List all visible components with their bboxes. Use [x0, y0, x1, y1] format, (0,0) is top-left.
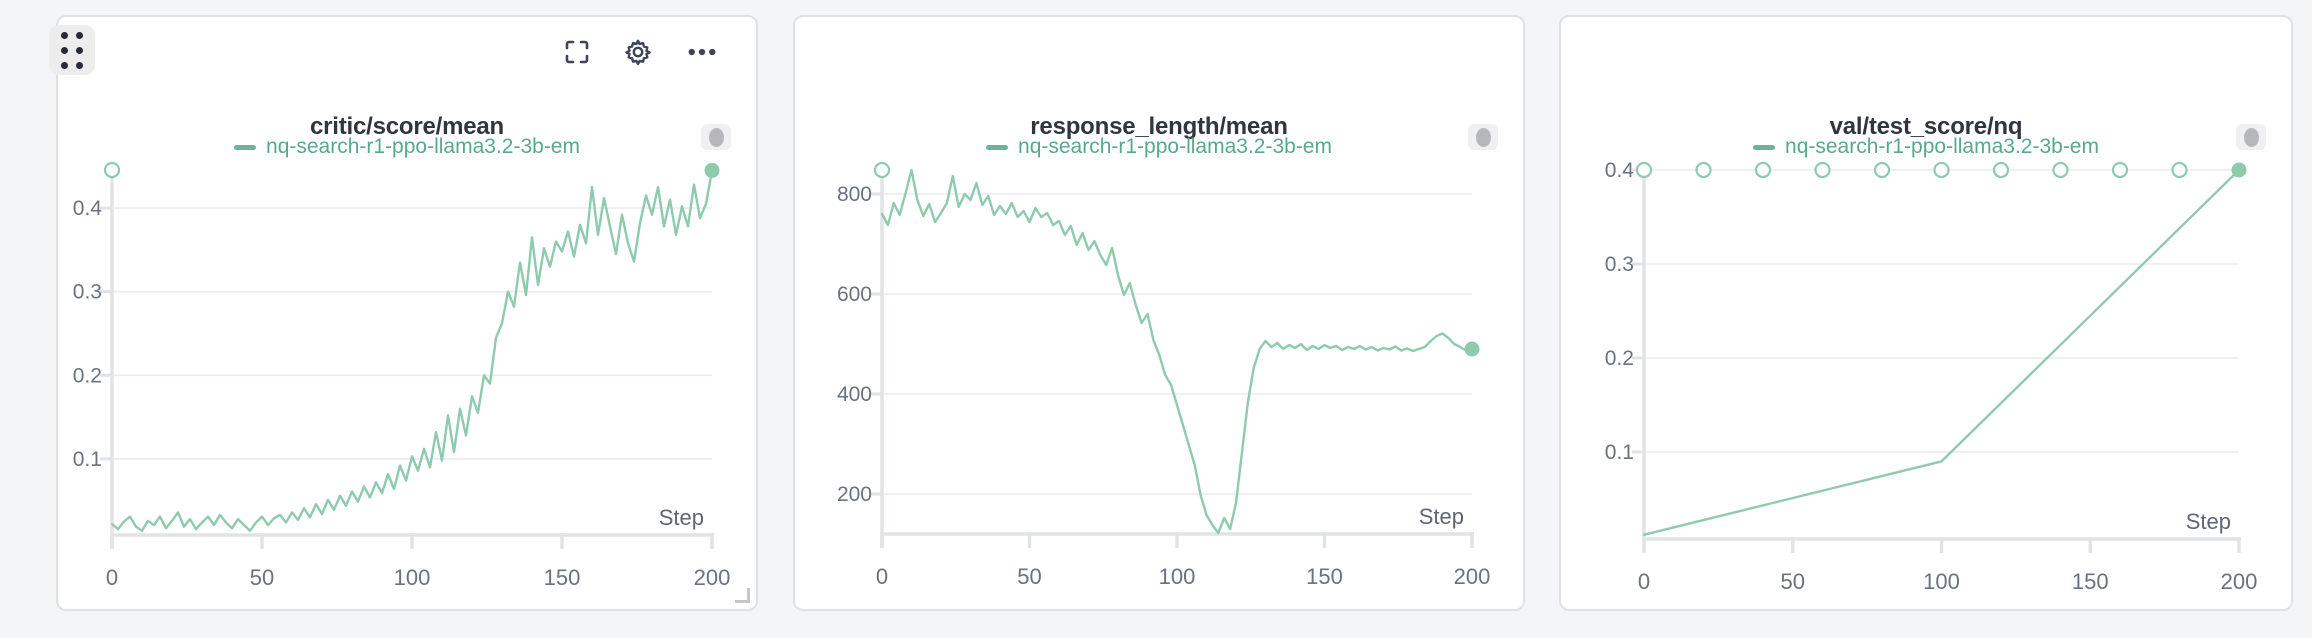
legend-run-name: nq-search-r1-ppo-llama3.2-3b-em	[1785, 135, 2099, 158]
y-tick-label: 200	[837, 483, 872, 506]
eval-point-marker	[1754, 161, 1772, 179]
legend: nq-search-r1-ppo-llama3.2-3b-em	[795, 135, 1523, 159]
x-tick-label: 150	[1306, 564, 1343, 589]
x-tick-label: 200	[694, 565, 731, 590]
start-point-marker	[873, 161, 891, 179]
end-point-marker	[1464, 341, 1480, 357]
legend: nq-search-r1-ppo-llama3.2-3b-em	[1561, 135, 2291, 159]
x-tick-label: 200	[1454, 564, 1491, 589]
eval-point-marker	[1695, 161, 1712, 179]
x-tick-label: 150	[544, 565, 581, 590]
settings-button[interactable]	[624, 38, 652, 66]
legend-pill[interactable]	[1468, 124, 1498, 150]
x-tick-label: 0	[876, 564, 888, 589]
legend-run-name: nq-search-r1-ppo-llama3.2-3b-em	[1018, 135, 1332, 158]
chart-title: critic/score/mean	[309, 113, 505, 140]
legend-dash-icon	[234, 144, 257, 150]
y-tick-label: 800	[837, 183, 872, 206]
x-tick-label: 100	[1923, 569, 1960, 594]
legend: nq-search-r1-ppo-llama3.2-3b-em	[58, 135, 756, 159]
line-plot-response-length[interactable]: 200 400 600 800 0 50 100 150 200 Step	[795, 17, 1527, 609]
ellipsis-icon	[688, 48, 716, 56]
legend-run-name: nq-search-r1-ppo-llama3.2-3b-em	[266, 135, 580, 158]
end-point-marker	[2231, 162, 2247, 178]
eval-point-marker	[1933, 161, 1950, 179]
drag-handle[interactable]	[49, 25, 95, 75]
legend-pill-oval-icon	[2243, 127, 2259, 147]
end-point-marker	[704, 162, 720, 178]
chart-panel-val-test-score: val/test_score/nq nq-search-r1-ppo-llama…	[1559, 15, 2293, 611]
eval-point-marker	[1873, 161, 1891, 179]
x-tick-label: 50	[1781, 569, 1805, 594]
series-line	[110, 169, 714, 532]
x-tick-label: 100	[1159, 564, 1196, 589]
y-tick-label: 400	[837, 383, 872, 406]
legend-dash-icon	[986, 144, 1009, 150]
more-options-button[interactable]	[688, 38, 716, 66]
legend-pill-oval-icon	[708, 127, 724, 147]
y-tick-label: 0.4	[73, 197, 103, 220]
x-axis-title: Step	[2186, 509, 2231, 534]
x-tick-label: 0	[1638, 569, 1650, 594]
chart-title: response_length/mean	[1030, 113, 1288, 140]
line-plot-val-test-score[interactable]: 0.1 0.2 0.3 0.4 0 50 100 150 200 Step	[1561, 17, 2295, 609]
y-tick-label: 0.1	[73, 448, 102, 471]
y-tick-label: 0.3	[1605, 253, 1634, 276]
grip-dots-icon	[61, 31, 83, 69]
series-line	[1642, 168, 2241, 536]
x-tick-label: 50	[250, 565, 274, 590]
gear-icon	[625, 39, 651, 66]
y-tick-label: 600	[837, 283, 872, 306]
y-tick-label: 0.1	[1605, 441, 1634, 464]
x-axis-title: Step	[659, 505, 704, 530]
legend-pill-oval-icon	[1475, 127, 1491, 147]
eval-point-marker	[2052, 161, 2069, 179]
x-tick-label: 0	[106, 565, 118, 590]
y-tick-label: 0.3	[73, 281, 102, 304]
x-tick-label: 150	[2072, 569, 2109, 594]
eval-point-marker	[2111, 161, 2129, 179]
line-plot-critic-score[interactable]: 0.1 0.2 0.3 0.4 0 50 100 150 200 Step	[58, 17, 760, 609]
x-tick-label: 200	[2221, 569, 2258, 594]
chart-title: val/test_score/nq	[1829, 113, 2023, 140]
eval-point-marker	[2171, 161, 2188, 179]
chart-panel-critic-score: critic/score/mean nq-search-r1-ppo-llama…	[49, 15, 760, 611]
x-tick-label: 50	[1017, 564, 1041, 589]
eval-point-marker	[1992, 161, 2010, 179]
resize-handle[interactable]	[735, 588, 750, 603]
fullscreen-button[interactable]	[563, 38, 591, 66]
series-line	[880, 168, 1474, 535]
y-tick-label: 0.4	[1605, 159, 1635, 182]
eval-point-marker	[1635, 161, 1653, 179]
y-tick-label: 0.2	[1605, 347, 1634, 370]
eval-point-marker	[1814, 161, 1831, 179]
legend-dash-icon	[1753, 144, 1776, 150]
fullscreen-icon	[565, 40, 589, 64]
legend-pill[interactable]	[701, 124, 731, 150]
legend-pill[interactable]	[2236, 124, 2266, 150]
chart-panel-response-length: response_length/mean nq-search-r1-ppo-ll…	[793, 15, 1525, 611]
start-point-marker	[103, 161, 121, 179]
y-tick-label: 0.2	[73, 364, 102, 387]
x-axis-title: Step	[1419, 504, 1464, 529]
x-tick-label: 100	[394, 565, 431, 590]
